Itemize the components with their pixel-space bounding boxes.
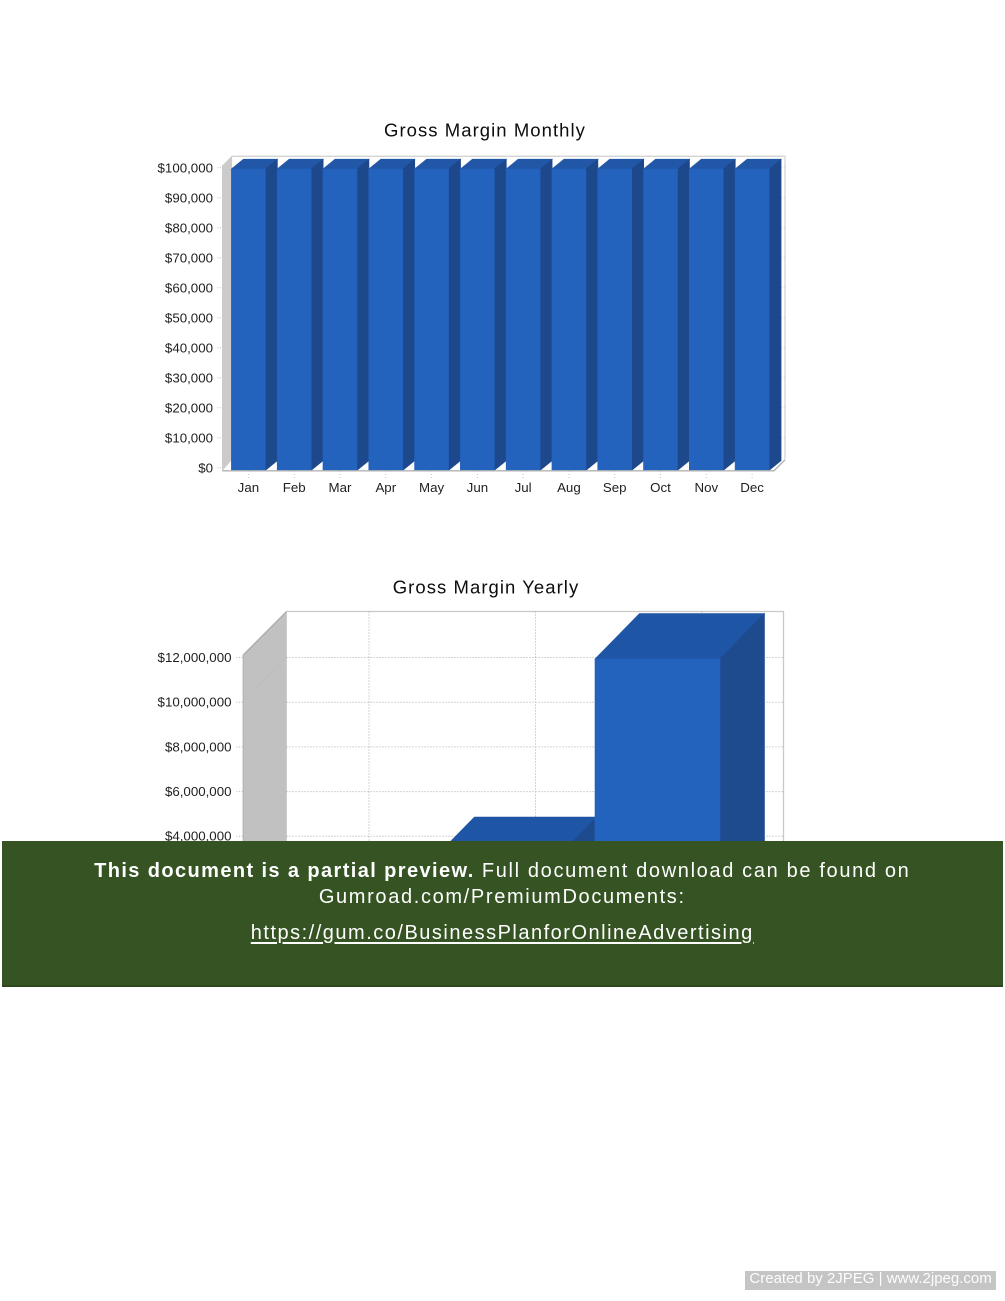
- svg-text:Sep: Sep: [603, 480, 627, 495]
- svg-text:Gross Margin Monthly: Gross Margin Monthly: [384, 120, 586, 141]
- svg-text:$30,000: $30,000: [165, 371, 213, 386]
- svg-text:$90,000: $90,000: [165, 191, 213, 206]
- svg-text:$10,000,000: $10,000,000: [158, 695, 232, 710]
- svg-text:Oct: Oct: [650, 480, 671, 495]
- svg-text:May: May: [419, 480, 444, 495]
- svg-text:Dec: Dec: [740, 480, 764, 495]
- svg-text:Nov: Nov: [694, 480, 718, 495]
- svg-text:$6,000,000: $6,000,000: [165, 784, 232, 799]
- svg-text:Aug: Aug: [557, 480, 581, 495]
- svg-text:Feb: Feb: [283, 480, 306, 495]
- svg-text:$60,000: $60,000: [165, 281, 213, 296]
- svg-text:$10,000: $10,000: [165, 431, 213, 446]
- svg-text:$20,000: $20,000: [165, 401, 213, 416]
- svg-text:$70,000: $70,000: [165, 251, 213, 266]
- svg-text:Mar: Mar: [329, 480, 352, 495]
- svg-text:$80,000: $80,000: [165, 221, 213, 236]
- svg-text:$0: $0: [198, 461, 213, 476]
- svg-text:Jan: Jan: [238, 480, 259, 495]
- svg-text:Jul: Jul: [515, 480, 532, 495]
- svg-text:$50,000: $50,000: [165, 311, 213, 326]
- svg-text:$12,000,000: $12,000,000: [158, 650, 232, 665]
- svg-text:$100,000: $100,000: [158, 161, 213, 176]
- svg-text:$40,000: $40,000: [165, 341, 213, 356]
- svg-text:$8,000,000: $8,000,000: [165, 739, 232, 754]
- svg-text:Jun: Jun: [467, 480, 488, 495]
- svg-text:Apr: Apr: [375, 480, 396, 495]
- svg-text:$4,000,000: $4,000,000: [165, 829, 232, 844]
- svg-text:Gross Margin Yearly: Gross Margin Yearly: [393, 576, 580, 597]
